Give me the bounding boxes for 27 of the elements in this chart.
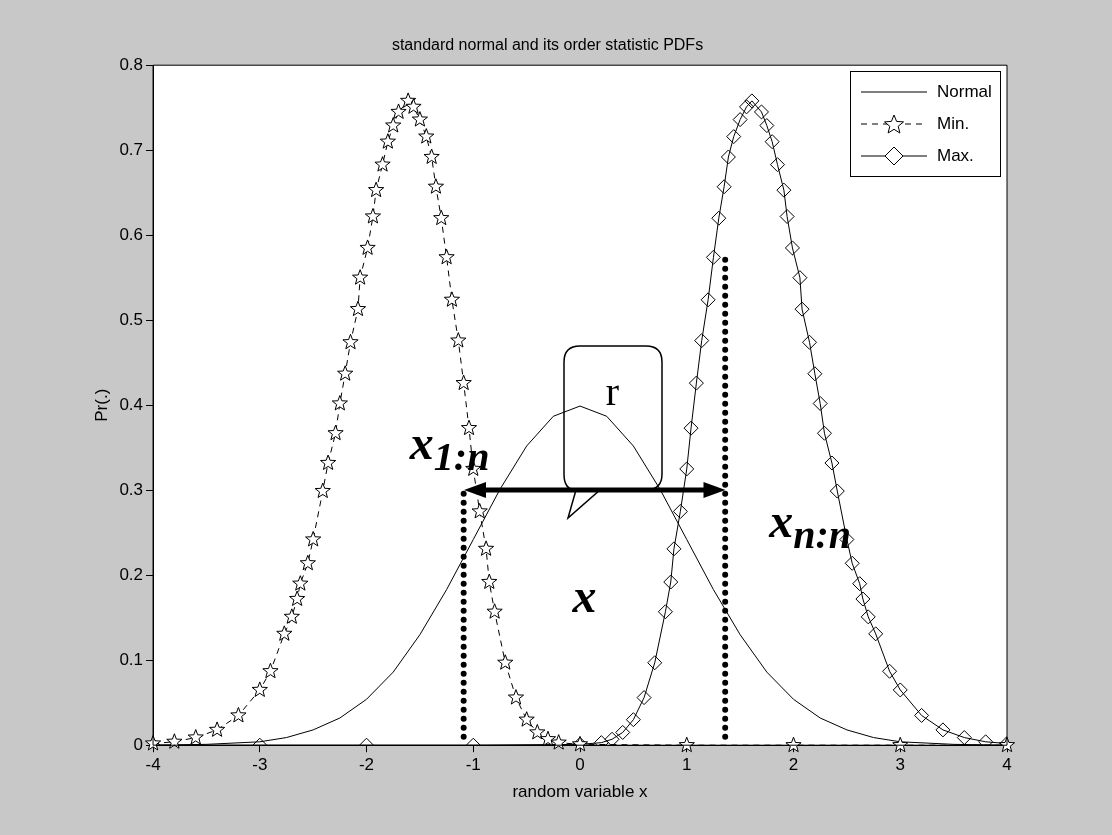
x-tick-label: 1 — [682, 755, 692, 775]
x-tick-label: 0 — [575, 755, 585, 775]
legend-label: Max. — [937, 146, 974, 167]
y-tick-label: 0.8 — [119, 54, 144, 74]
y-tick-label: 0.7 — [119, 139, 144, 159]
y-tick-label: 0.2 — [119, 564, 144, 584]
y-tick-label: 0.6 — [119, 224, 144, 244]
legend-label: Normal — [937, 82, 992, 103]
annotation: r — [605, 369, 620, 415]
legend-label: Min. — [937, 114, 970, 135]
y-tick-label: 0.4 — [119, 394, 144, 414]
y-axis-title: Pr(.) — [91, 388, 111, 422]
annotation: x$_{1:n}$ — [409, 416, 490, 479]
x-tick-label: 3 — [895, 755, 905, 775]
x-axis-title: random variable x — [512, 782, 649, 802]
x-tick-label: 4 — [1002, 755, 1012, 775]
x-tick-label: -4 — [145, 755, 161, 775]
x-tick-label: -2 — [358, 755, 375, 775]
annotation: x — [572, 569, 597, 623]
y-tick-label: 0.3 — [119, 479, 144, 499]
x-tick-label: -1 — [465, 755, 481, 775]
x-tick-label: -3 — [252, 755, 268, 775]
x-tick-label: 2 — [788, 755, 799, 775]
chart-title: standard normal and its order statistic PDFs — [391, 36, 704, 54]
y-tick-label: 0 — [133, 734, 144, 754]
y-tick-label: 0.5 — [119, 309, 144, 329]
y-tick-label: 0.1 — [119, 649, 144, 669]
